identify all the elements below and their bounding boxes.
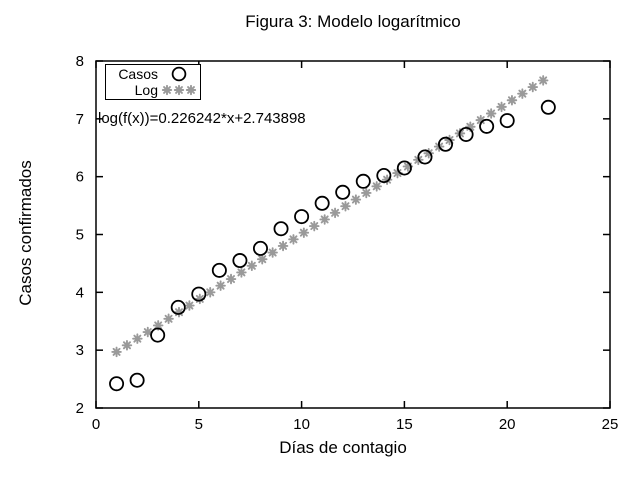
- log-series-point: [194, 293, 206, 305]
- log-series-point: [465, 121, 476, 132]
- log-series-point: [142, 326, 154, 338]
- log-series-point: [392, 167, 403, 179]
- casos-data-point: [335, 184, 351, 200]
- y-tick-label: 3: [76, 342, 84, 359]
- log-series-point: [173, 306, 185, 318]
- log-series-point: [225, 273, 237, 285]
- legend-asterisk: [185, 84, 197, 96]
- x-axis-label: Días de contagio: [279, 438, 407, 457]
- casos-data-point: [273, 221, 289, 237]
- log-series-point: [204, 287, 216, 298]
- legend-asterisk: [161, 84, 173, 96]
- log-series-point: [111, 346, 122, 358]
- fit-equation-annotation: log(f(x))=0.226242*x+2.743898: [98, 110, 306, 127]
- x-tick-label: 10: [293, 416, 310, 433]
- casos-data-point: [129, 372, 145, 388]
- casos-data-point: [170, 299, 186, 315]
- legend-entry-log: Log: [108, 82, 198, 98]
- casos-data-point: [499, 113, 515, 129]
- log-series-point: [527, 81, 539, 93]
- casos-data-point: [232, 253, 248, 269]
- casos-data-point: [376, 168, 392, 184]
- asterisk-marker-icon: [160, 82, 198, 98]
- y-tick-label: 8: [76, 53, 84, 70]
- x-tick-label: 20: [499, 416, 516, 433]
- log-series-point: [288, 234, 299, 245]
- x-tick-label: 15: [396, 416, 413, 433]
- casos-data-point: [191, 286, 207, 302]
- casos-data-point: [396, 160, 412, 176]
- casos-data-point: [355, 173, 371, 189]
- log-series-point: [485, 108, 497, 119]
- log-series-point: [132, 333, 143, 344]
- log-series-point: [319, 214, 330, 225]
- log-series-point: [381, 174, 393, 185]
- log-series-point: [361, 187, 372, 199]
- casos-data-point: [438, 136, 454, 152]
- log-series-point: [340, 200, 351, 212]
- chart-title: Figura 3: Modelo logarítmico: [245, 12, 461, 31]
- x-tick-label: 25: [602, 416, 619, 433]
- legend-entry-casos: Casos: [108, 66, 198, 82]
- casos-data-point: [417, 149, 433, 165]
- log-series-point: [371, 181, 382, 192]
- casos-data-point: [479, 118, 495, 134]
- y-tick-label: 5: [76, 227, 84, 244]
- log-series-point: [184, 300, 195, 311]
- log-series-point: [475, 114, 486, 126]
- casos-data-point: [109, 376, 125, 392]
- log-series-point: [506, 95, 518, 106]
- legend-label-log: Log: [134, 82, 158, 98]
- casos-data-point: [458, 126, 474, 142]
- log-series-point: [537, 75, 549, 86]
- log-series-point: [517, 88, 528, 99]
- x-tick-label: 0: [92, 416, 100, 433]
- log-series-point: [163, 313, 174, 325]
- log-series-point: [215, 280, 226, 291]
- x-tick-label: 5: [195, 416, 203, 433]
- log-series-point: [496, 101, 507, 113]
- log-series-point: [423, 147, 434, 159]
- y-tick-label: 7: [76, 111, 84, 128]
- casos-data-point: [314, 195, 330, 211]
- y-tick-label: 6: [76, 169, 84, 186]
- log-series-point: [298, 227, 310, 238]
- log-series-point: [277, 240, 289, 252]
- open-circle-marker-icon: [160, 66, 198, 82]
- legend-label-casos: Casos: [118, 66, 158, 82]
- y-tick-label: 4: [76, 284, 84, 301]
- casos-data-point: [540, 99, 556, 115]
- log-series-point: [121, 340, 133, 351]
- log-series-point: [329, 207, 341, 219]
- casos-data-point: [211, 262, 227, 278]
- log-series-point: [309, 220, 320, 232]
- casos-data-point: [294, 209, 310, 225]
- legend-box: Casos Log: [105, 64, 201, 100]
- log-series-point: [350, 194, 362, 205]
- log-series-point: [402, 161, 414, 172]
- legend-asterisk: [173, 84, 185, 96]
- log-series-point: [152, 320, 164, 331]
- y-tick-label: 2: [76, 400, 84, 417]
- casos-data-point: [150, 327, 166, 343]
- log-series-point: [236, 267, 247, 278]
- casos-data-point: [252, 240, 268, 256]
- log-series-point: [267, 247, 278, 258]
- log-series-point: [246, 260, 258, 272]
- log-series-point: [256, 253, 268, 265]
